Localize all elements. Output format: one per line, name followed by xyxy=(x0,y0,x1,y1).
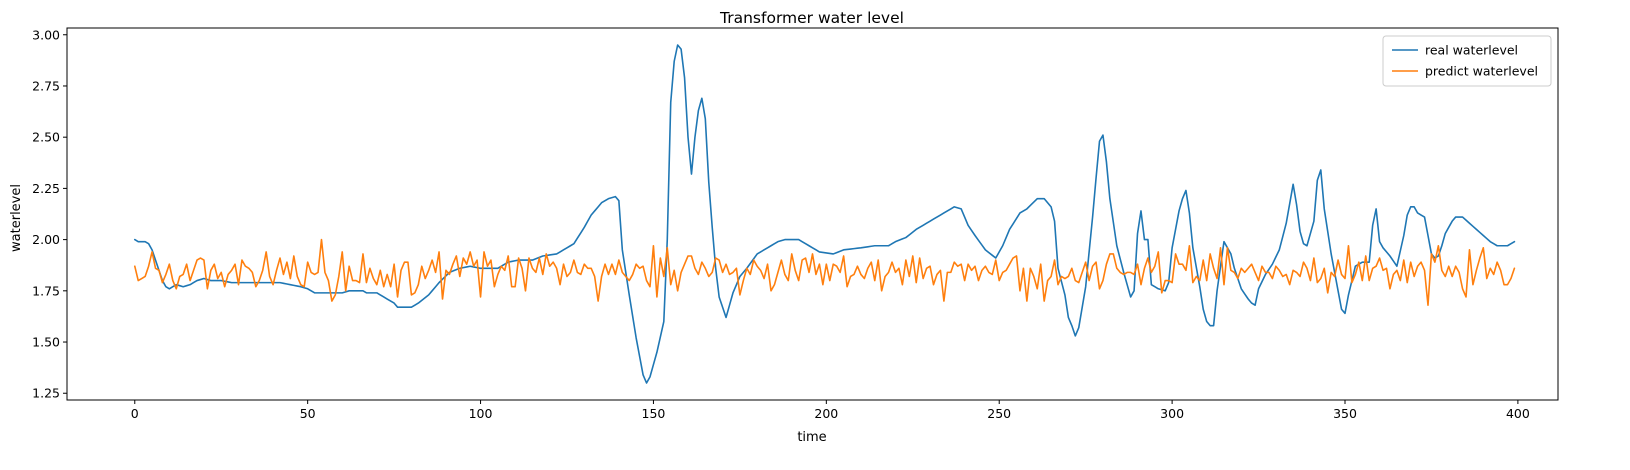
y-axis-ticks: 1.25 1.50 1.75 2.00 2.25 2.50 2.75 3.00 xyxy=(32,27,67,401)
x-axis-ticks: 0 50 100 150 200 250 300 350 400 xyxy=(131,400,1530,421)
y-tick-label: 2.00 xyxy=(32,232,60,247)
x-axis-label: time xyxy=(797,430,826,445)
x-tick-label: 250 xyxy=(987,406,1011,421)
legend-label-real: real waterlevel xyxy=(1425,43,1518,58)
y-tick-label: 2.75 xyxy=(32,78,60,93)
legend-label-predict: predict waterlevel xyxy=(1425,64,1538,79)
x-tick-label: 100 xyxy=(469,406,493,421)
y-tick-label: 1.50 xyxy=(32,335,60,350)
series-line-real xyxy=(133,44,1516,384)
plot-frame xyxy=(66,27,1559,401)
y-tick-label: 1.75 xyxy=(32,283,60,298)
y-tick-label: 3.00 xyxy=(32,27,60,42)
x-tick-label: 50 xyxy=(300,406,316,421)
y-axis-label: waterlevel xyxy=(9,184,24,252)
x-tick-label: 0 xyxy=(131,406,139,421)
y-tick-label: 1.25 xyxy=(32,386,60,401)
x-tick-label: 350 xyxy=(1333,406,1357,421)
chart-title: Transformer water level xyxy=(719,9,904,27)
x-tick-label: 400 xyxy=(1506,406,1530,421)
y-tick-label: 2.25 xyxy=(32,181,60,196)
x-tick-label: 150 xyxy=(642,406,666,421)
x-tick-label: 300 xyxy=(1160,406,1184,421)
plot-area xyxy=(66,27,1559,401)
legend-box xyxy=(1382,35,1552,87)
x-tick-label: 200 xyxy=(814,406,838,421)
series-line-predict xyxy=(133,238,1516,306)
y-tick-label: 2.50 xyxy=(32,130,60,145)
series-group xyxy=(133,44,1516,384)
legend: real waterlevel predict waterlevel xyxy=(1382,35,1552,87)
